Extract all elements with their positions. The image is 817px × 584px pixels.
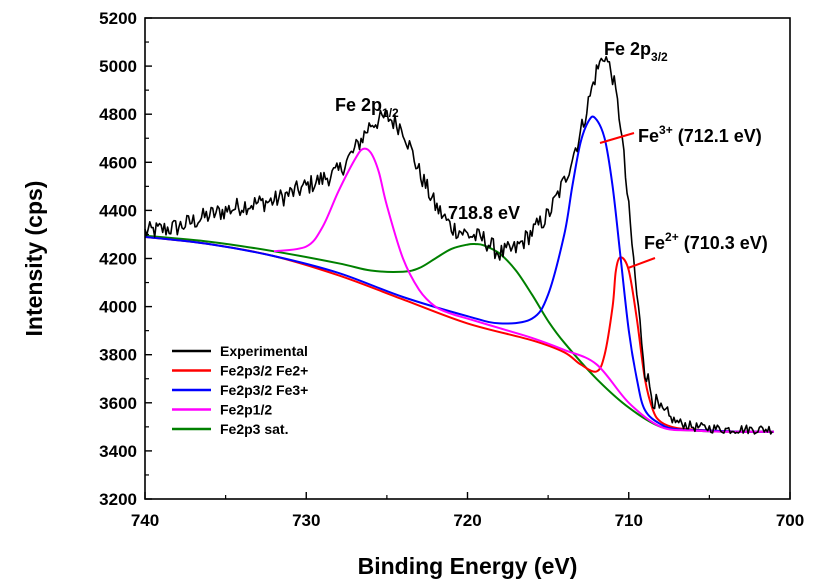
y-tick-label: 4600 [99,153,137,172]
peak-annotations: Fe 2p1/2 Fe 2p3/2 718.8 eV Fe3+ (712.1 eV) F… [335,39,768,269]
series-line-3 [273,147,774,433]
y-tick-label: 3600 [99,394,137,413]
y-tick-label: 3800 [99,346,137,365]
series-line-1 [144,235,774,433]
y-tick-label: 4200 [99,250,137,269]
x-tick-label: 720 [453,511,481,530]
y-tick-label: 4800 [99,105,137,124]
y-tick-label: 4000 [99,298,137,317]
y-tick-label: 3400 [99,442,137,461]
axis-ticks: 3200 3400 3600 3800 4000 4200 4400 4600 4800 5000… [99,9,804,530]
legend-label: Experimental [220,343,308,359]
series-line-2 [144,115,774,433]
legend-label: Fe2p3/2 Fe3+ [220,382,308,398]
legend-label: Fe2p1/2 [220,402,272,418]
x-tick-label: 700 [776,511,804,530]
y-axis-title: Intensity (cps) [21,181,47,337]
series-line-4 [144,234,774,433]
y-tick-label: 5000 [99,57,137,76]
x-tick-label: 710 [615,511,643,530]
annotation-fe2p12: Fe 2p1/2 [335,95,399,120]
annotation-fe2: Fe2+ (710.3 eV) [644,230,768,253]
annotation-fe3: Fe3+ (712.1 eV) [638,123,762,146]
series-line-0 [144,55,773,435]
legend-label: Fe2p3/2 Fe2+ [220,363,308,379]
legend: Experimental Fe2p3/2 Fe2+ Fe2p3/2 Fe3+ Fe2p… [172,343,308,437]
x-tick-label: 740 [131,511,159,530]
x-axis-title: Binding Energy (eV) [358,553,578,579]
annotation-pointer [627,257,656,269]
plot-frame [144,17,791,500]
y-tick-label: 3200 [99,490,137,509]
y-tick-label: 4400 [99,201,137,220]
series-lines [144,55,774,435]
x-tick-label: 730 [292,511,320,530]
annotation-fe2p32: Fe 2p3/2 [604,39,668,64]
annotation-pointer [599,132,635,144]
annotation-sat: 718.8 eV [448,203,520,223]
legend-label: Fe2p3 sat. [220,421,288,437]
y-tick-label: 5200 [99,9,137,28]
